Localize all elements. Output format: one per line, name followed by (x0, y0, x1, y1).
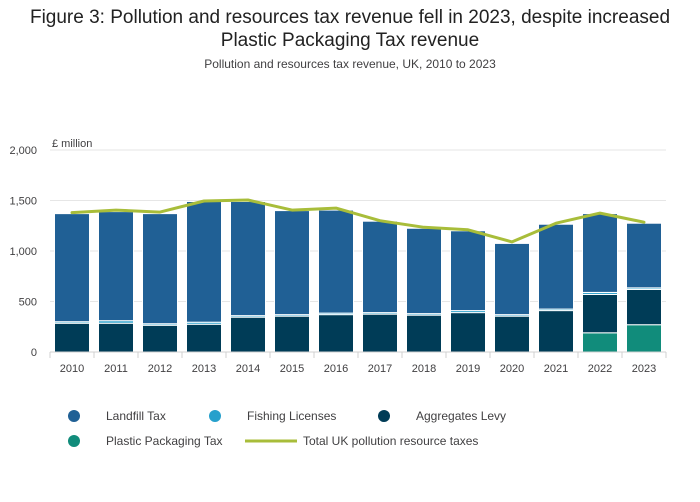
bar-landfill (626, 222, 662, 289)
y-tick-label: 2,000 (9, 145, 37, 157)
bar-aggregates (142, 324, 178, 353)
bars (54, 201, 662, 353)
bar-aggregates (538, 310, 574, 353)
legend-label: Plastic Packaging Tax (106, 434, 223, 448)
bar-aggregates (230, 316, 266, 353)
legend-item-plastic: Plastic Packaging Tax (68, 434, 223, 448)
bar-landfill (274, 210, 310, 316)
x-tick-label: 2022 (588, 363, 612, 375)
total-line (70, 198, 646, 244)
x-tick-label: 2013 (192, 363, 216, 375)
y-tick-label: 500 (19, 297, 37, 309)
bar-landfill (142, 213, 178, 325)
x-tick-label: 2012 (148, 363, 172, 375)
legend-item-total: Total UK pollution resource taxes (245, 434, 478, 448)
legend-label: Fishing Licenses (247, 409, 336, 423)
bar-landfill (494, 242, 530, 316)
total-series-line (70, 198, 646, 244)
bar-plastic (626, 324, 662, 353)
legend-swatch (68, 435, 80, 447)
legend-item-landfill: Landfill Tax (68, 409, 166, 423)
bar-aggregates (362, 313, 398, 353)
y-axis-label: £ million (52, 138, 92, 150)
legend-item-fishing: Fishing Licenses (209, 409, 336, 423)
bar-aggregates (274, 315, 310, 353)
bar-landfill (582, 213, 618, 293)
legend-item-aggregates: Aggregates Levy (378, 409, 506, 423)
x-tick-label: 2019 (456, 363, 480, 375)
bar-aggregates (318, 314, 354, 353)
x-tick-label: 2016 (324, 363, 348, 375)
y-tick-label: 1,000 (9, 246, 37, 258)
bar-landfill (318, 209, 354, 314)
bar-plastic (582, 332, 618, 353)
bar-landfill (230, 201, 266, 317)
x-tick-label: 2011 (104, 363, 128, 375)
bar-aggregates (406, 314, 442, 353)
y-tick-label: 1,500 (9, 196, 37, 208)
legend-swatch (209, 410, 221, 422)
x-tick-label: 2015 (280, 363, 304, 375)
bar-landfill (98, 211, 134, 322)
legend-label: Total UK pollution resource taxes (303, 434, 478, 448)
x-tick-label: 2018 (412, 363, 436, 375)
legend: Landfill Tax Fishing Licenses Aggregates L… (68, 409, 506, 448)
chart-subtitle: Pollution and resources tax revenue, UK,… (204, 57, 496, 71)
x-tick-label: 2017 (368, 363, 392, 375)
bar-landfill (406, 227, 442, 315)
x-axis: 2010 2011 2012 2013 2014 2015 2016 2017 2018 2019… (49, 351, 667, 375)
x-tick-label: 2021 (544, 363, 568, 375)
x-tick-label: 2020 (500, 363, 524, 375)
bar-aggregates (98, 322, 134, 353)
bar-landfill (54, 213, 90, 323)
x-tick-label: 2010 (60, 363, 84, 375)
legend-swatch (68, 410, 80, 422)
bar-aggregates (582, 293, 618, 334)
bar-landfill (538, 223, 574, 310)
bar-aggregates (494, 315, 530, 353)
bar-landfill (186, 201, 222, 323)
chart-title: Figure 3: Pollution and resources tax re… (29, 7, 671, 51)
y-tick-label: 0 (31, 347, 37, 359)
legend-label: Aggregates Levy (416, 409, 506, 423)
bar-aggregates (626, 288, 662, 326)
bar-landfill (450, 230, 486, 312)
bar-aggregates (54, 322, 90, 353)
bar-aggregates (450, 312, 486, 353)
y-axis: 0 500 1,000 1,500 2,000 (9, 145, 37, 359)
legend-swatch (378, 410, 390, 422)
bar-aggregates (186, 323, 222, 353)
x-tick-label: 2014 (236, 363, 260, 375)
x-tick-label: 2023 (632, 363, 656, 375)
bar-landfill (362, 220, 398, 314)
legend-label: Landfill Tax (106, 409, 166, 423)
